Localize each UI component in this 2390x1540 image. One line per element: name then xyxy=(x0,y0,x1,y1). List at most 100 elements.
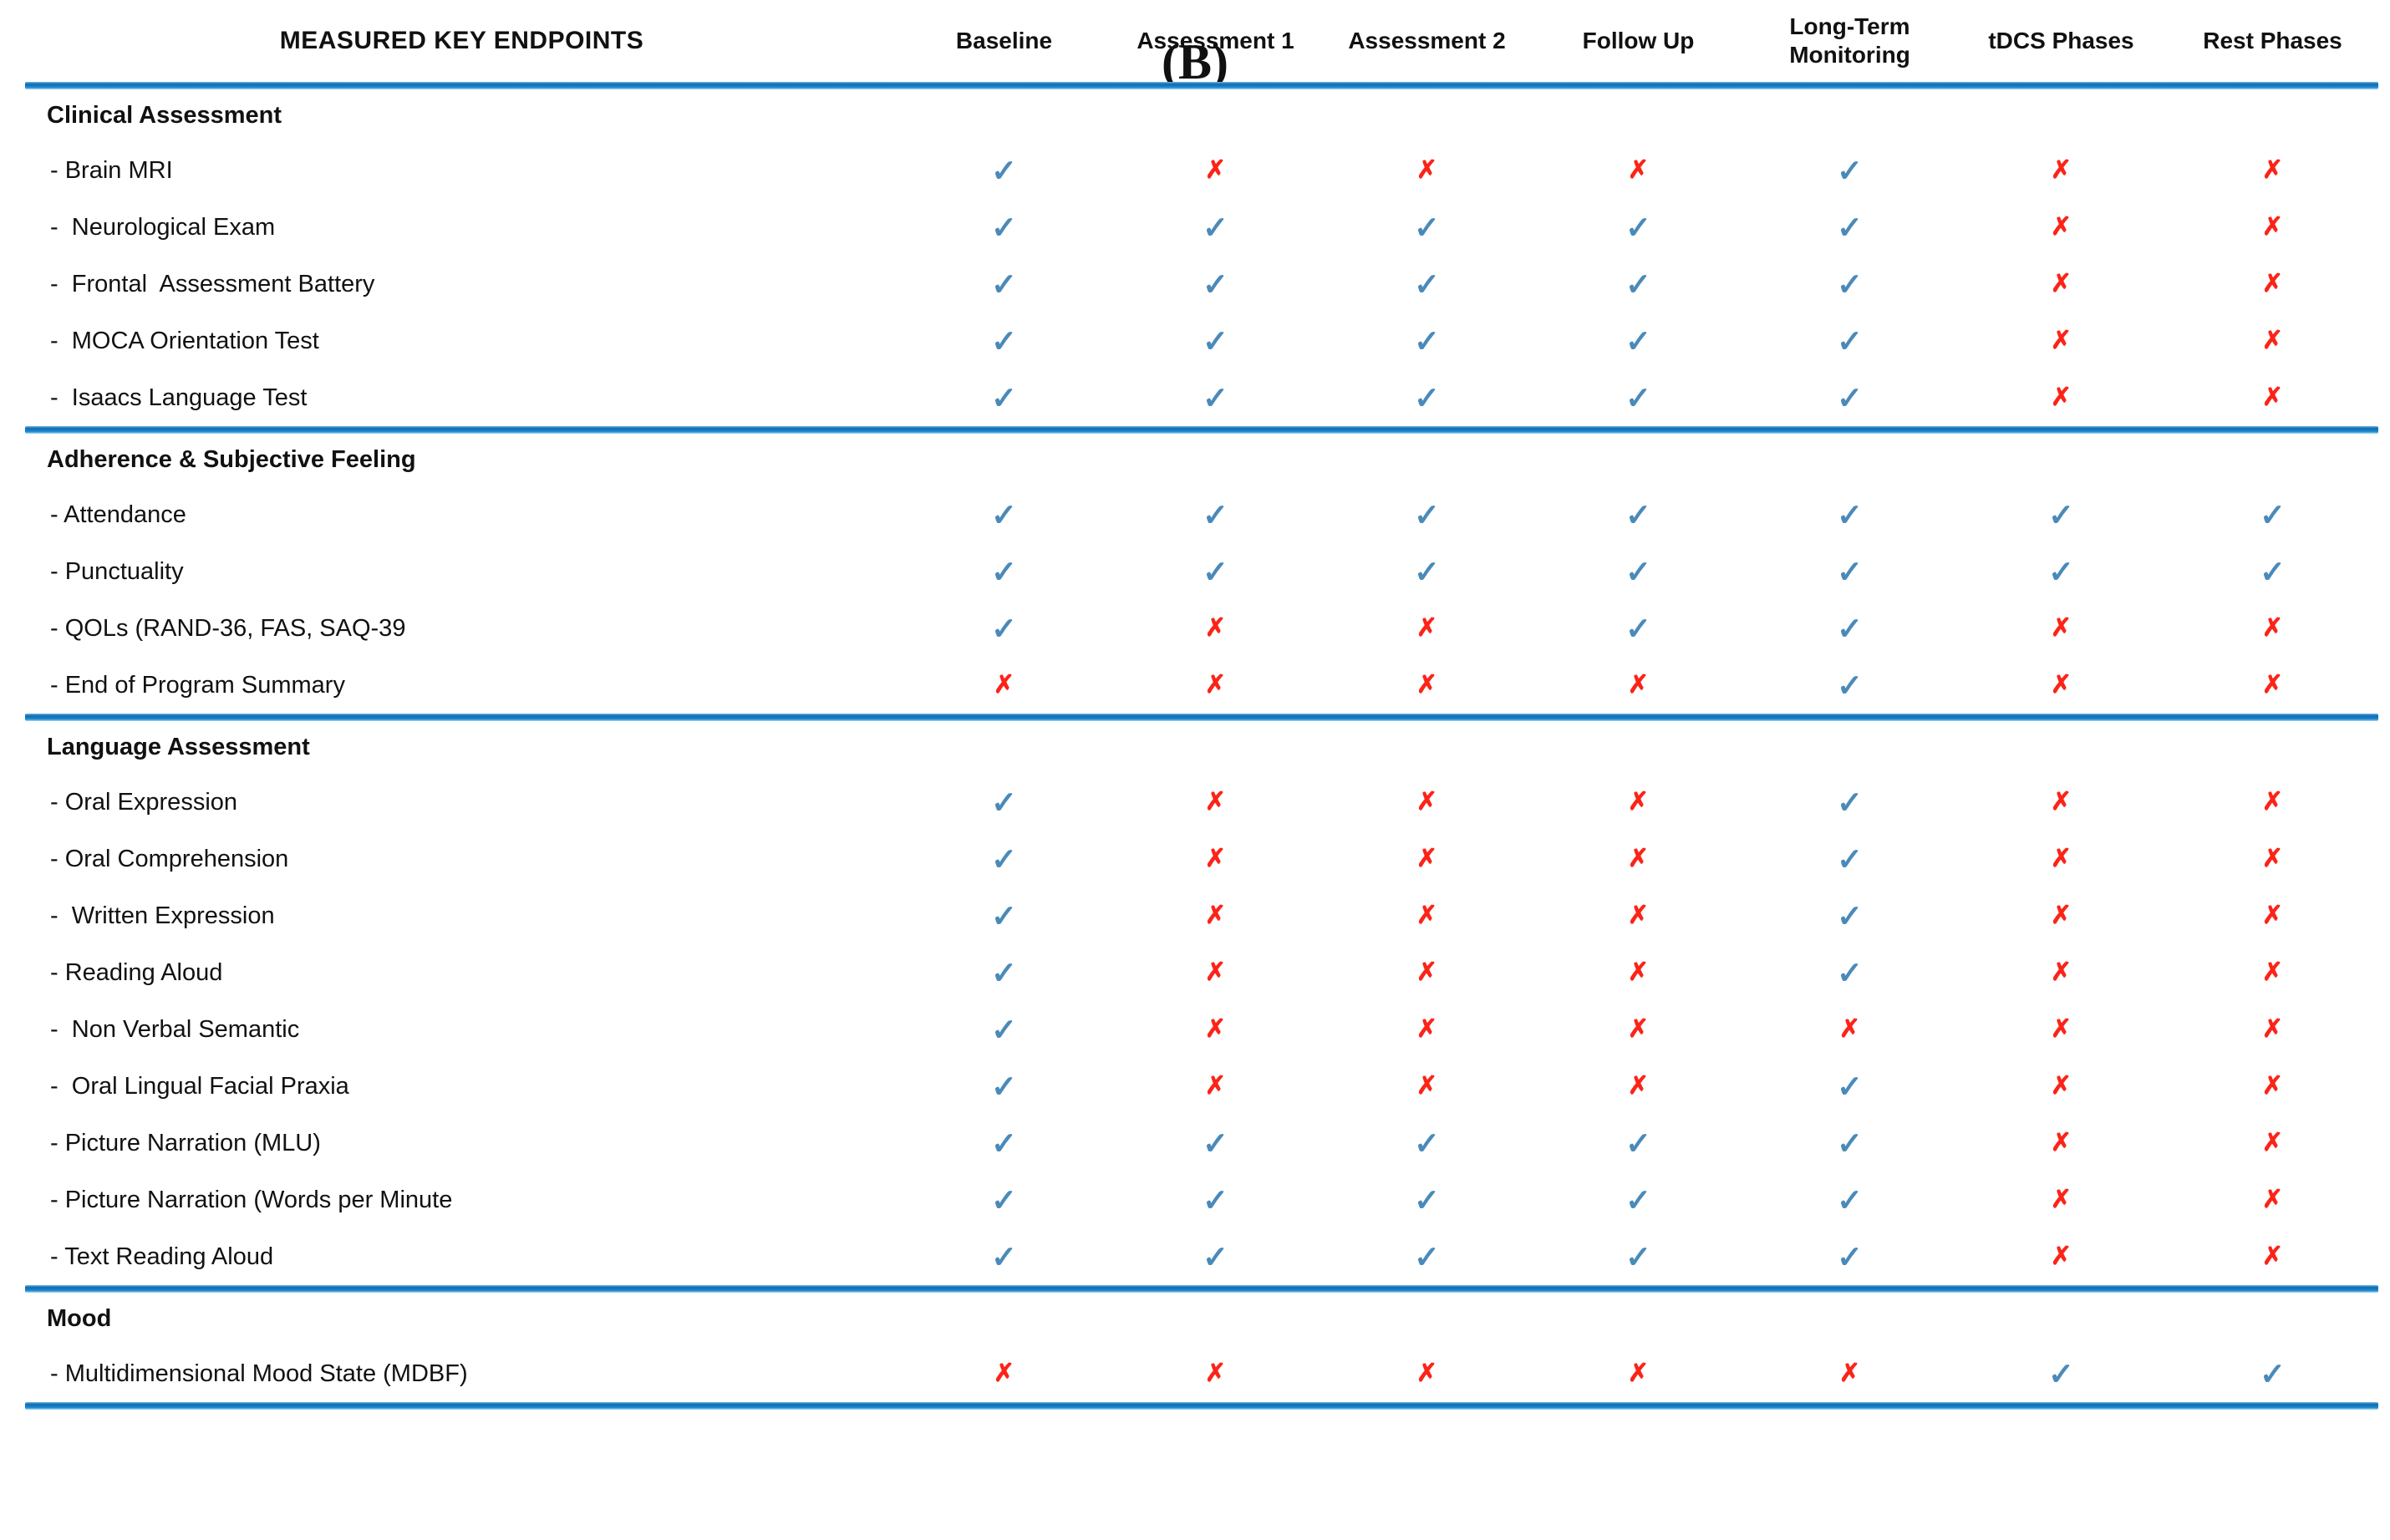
mark-cell: ✗ xyxy=(1321,1017,1533,1042)
mark-cell: ✓ xyxy=(1744,1071,1955,1102)
cross-icon: ✗ xyxy=(1416,156,1438,184)
section-divider-line xyxy=(25,714,2378,721)
checkmark-icon: ✓ xyxy=(990,898,1017,933)
checkmark-icon: ✓ xyxy=(990,554,1017,589)
checkmark-icon: ✓ xyxy=(990,841,1017,877)
mark-cell: ✓ xyxy=(1744,500,1955,531)
mark-cell: ✗ xyxy=(1321,1074,1533,1099)
mark-cell: ✓ xyxy=(898,155,1110,186)
mark-cell: ✗ xyxy=(1955,790,2167,815)
mark-cell: ✗ xyxy=(2167,1074,2378,1099)
mark-cell: ✗ xyxy=(2167,846,2378,872)
cross-icon: ✗ xyxy=(2050,1072,2072,1100)
checkmark-icon: ✓ xyxy=(2047,554,2074,589)
cross-icon: ✗ xyxy=(1204,1015,1227,1043)
checkmark-icon: ✓ xyxy=(1625,497,1651,532)
checkmark-icon: ✓ xyxy=(1836,1069,1863,1104)
row-label: - Neurological Exam xyxy=(50,213,276,241)
checkmark-icon: ✓ xyxy=(1625,1126,1651,1161)
mark-cell: ✓ xyxy=(1110,212,1321,243)
mark-cell: ✗ xyxy=(2167,960,2378,985)
checkmark-icon: ✓ xyxy=(990,1239,1017,1274)
cross-icon: ✗ xyxy=(1204,1072,1227,1100)
row-label: - Attendance xyxy=(50,501,186,528)
mark-cell: ✗ xyxy=(1744,1361,1955,1386)
mark-cell: ✗ xyxy=(1955,385,2167,410)
checkmark-icon: ✓ xyxy=(1836,668,1863,703)
table-row: - Picture Narration (Words per Minute ✓ ✓ ✓… xyxy=(25,1172,2378,1228)
mark-cell: ✗ xyxy=(2167,903,2378,928)
cross-icon: ✗ xyxy=(1416,1015,1438,1043)
cross-icon: ✗ xyxy=(2261,156,2284,184)
cross-icon: ✗ xyxy=(2050,788,2072,816)
cross-icon: ✗ xyxy=(2261,270,2284,297)
mark-cell: ✗ xyxy=(2167,1017,2378,1042)
mark-cell: ✗ xyxy=(1955,846,2167,872)
endpoints-column-header: MEASURED KEY ENDPOINTS xyxy=(279,27,644,54)
checkmark-icon: ✓ xyxy=(1836,380,1863,415)
column-header-baseline: Baseline xyxy=(955,28,1053,54)
mark-cell: ✓ xyxy=(898,383,1110,414)
mark-cell: ✓ xyxy=(1744,670,1955,701)
checkmark-icon: ✓ xyxy=(1625,323,1651,358)
column-header-tdcs-phases: tDCS Phases xyxy=(1988,28,2134,54)
section-header-row: Clinical Assessment xyxy=(25,89,2378,142)
cross-icon: ✗ xyxy=(2050,156,2072,184)
checkmark-icon: ✓ xyxy=(990,153,1017,188)
cross-icon: ✗ xyxy=(2050,671,2072,699)
section-header-row: Mood xyxy=(25,1293,2378,1345)
mark-cell: ✓ xyxy=(898,1185,1110,1216)
column-header-long-term-monitoring: Long-Term Monitoring xyxy=(1789,13,1910,68)
table-row: - QOLs (RAND-36, FAS, SAQ-39 ✓ ✗ ✗ ✓ ✓ ✗ ✗ xyxy=(25,600,2378,657)
checkmark-icon: ✓ xyxy=(990,1182,1017,1217)
checkmark-icon: ✓ xyxy=(1625,554,1651,589)
checkmark-icon: ✓ xyxy=(1625,611,1651,646)
mark-cell: ✓ xyxy=(1744,155,1955,186)
checkmark-icon: ✓ xyxy=(1413,1239,1440,1274)
cross-icon: ✗ xyxy=(1204,958,1227,986)
cross-icon: ✗ xyxy=(1204,671,1227,699)
checkmark-icon: ✓ xyxy=(1836,267,1863,302)
table-row: - Neurological Exam ✓ ✓ ✓ ✓ ✓ ✗ ✗ xyxy=(25,199,2378,256)
mark-cell: ✓ xyxy=(1744,844,1955,875)
mark-cell: ✗ xyxy=(1955,903,2167,928)
cross-icon: ✗ xyxy=(2261,1243,2284,1270)
cross-icon: ✗ xyxy=(2261,788,2284,816)
mark-cell: ✓ xyxy=(1110,269,1321,300)
table-header-row: MEASURED KEY ENDPOINTS Baseline Assessmen… xyxy=(25,0,2378,82)
row-label: - Multidimensional Mood State (MDBF) xyxy=(50,1360,468,1387)
cross-icon: ✗ xyxy=(2261,958,2284,986)
mark-cell: ✓ xyxy=(2167,1359,2378,1390)
cross-icon: ✗ xyxy=(993,671,1015,699)
mark-cell: ✓ xyxy=(1744,212,1955,243)
checkmark-icon: ✓ xyxy=(990,210,1017,245)
mark-cell: ✗ xyxy=(2167,1187,2378,1212)
mark-cell: ✗ xyxy=(1955,158,2167,183)
mark-cell: ✓ xyxy=(1321,269,1533,300)
row-label: - Oral Lingual Facial Praxia xyxy=(50,1072,349,1100)
mark-cell: ✗ xyxy=(1321,158,1533,183)
cross-icon: ✗ xyxy=(993,1360,1015,1387)
checkmark-icon: ✓ xyxy=(1413,380,1440,415)
checkmark-icon: ✓ xyxy=(1202,1182,1228,1217)
mark-cell: ✗ xyxy=(2167,158,2378,183)
row-label: - Written Expression xyxy=(50,902,275,929)
cross-icon: ✗ xyxy=(1204,614,1227,642)
section-title: Clinical Assessment xyxy=(47,102,282,129)
checkmark-icon: ✓ xyxy=(1202,380,1228,415)
section-divider-line xyxy=(25,82,2378,89)
section-header-row: Language Assessment xyxy=(25,721,2378,774)
table-row: - Non Verbal Semantic ✓ ✗ ✗ ✗ ✗ ✗ ✗ xyxy=(25,1001,2378,1058)
mark-cell: ✗ xyxy=(1955,272,2167,297)
checkmark-icon: ✓ xyxy=(990,267,1017,302)
checkmark-icon: ✓ xyxy=(1413,210,1440,245)
mark-cell: ✓ xyxy=(898,1242,1110,1273)
mark-cell: ✓ xyxy=(1110,1185,1321,1216)
mark-cell: ✗ xyxy=(1110,1361,1321,1386)
section-title: Language Assessment xyxy=(47,734,310,760)
row-label: - Oral Expression xyxy=(50,788,238,816)
mark-cell: ✗ xyxy=(1744,1017,1955,1042)
cross-icon: ✗ xyxy=(1204,156,1227,184)
cross-icon: ✗ xyxy=(2050,270,2072,297)
cross-icon: ✗ xyxy=(1416,1072,1438,1100)
